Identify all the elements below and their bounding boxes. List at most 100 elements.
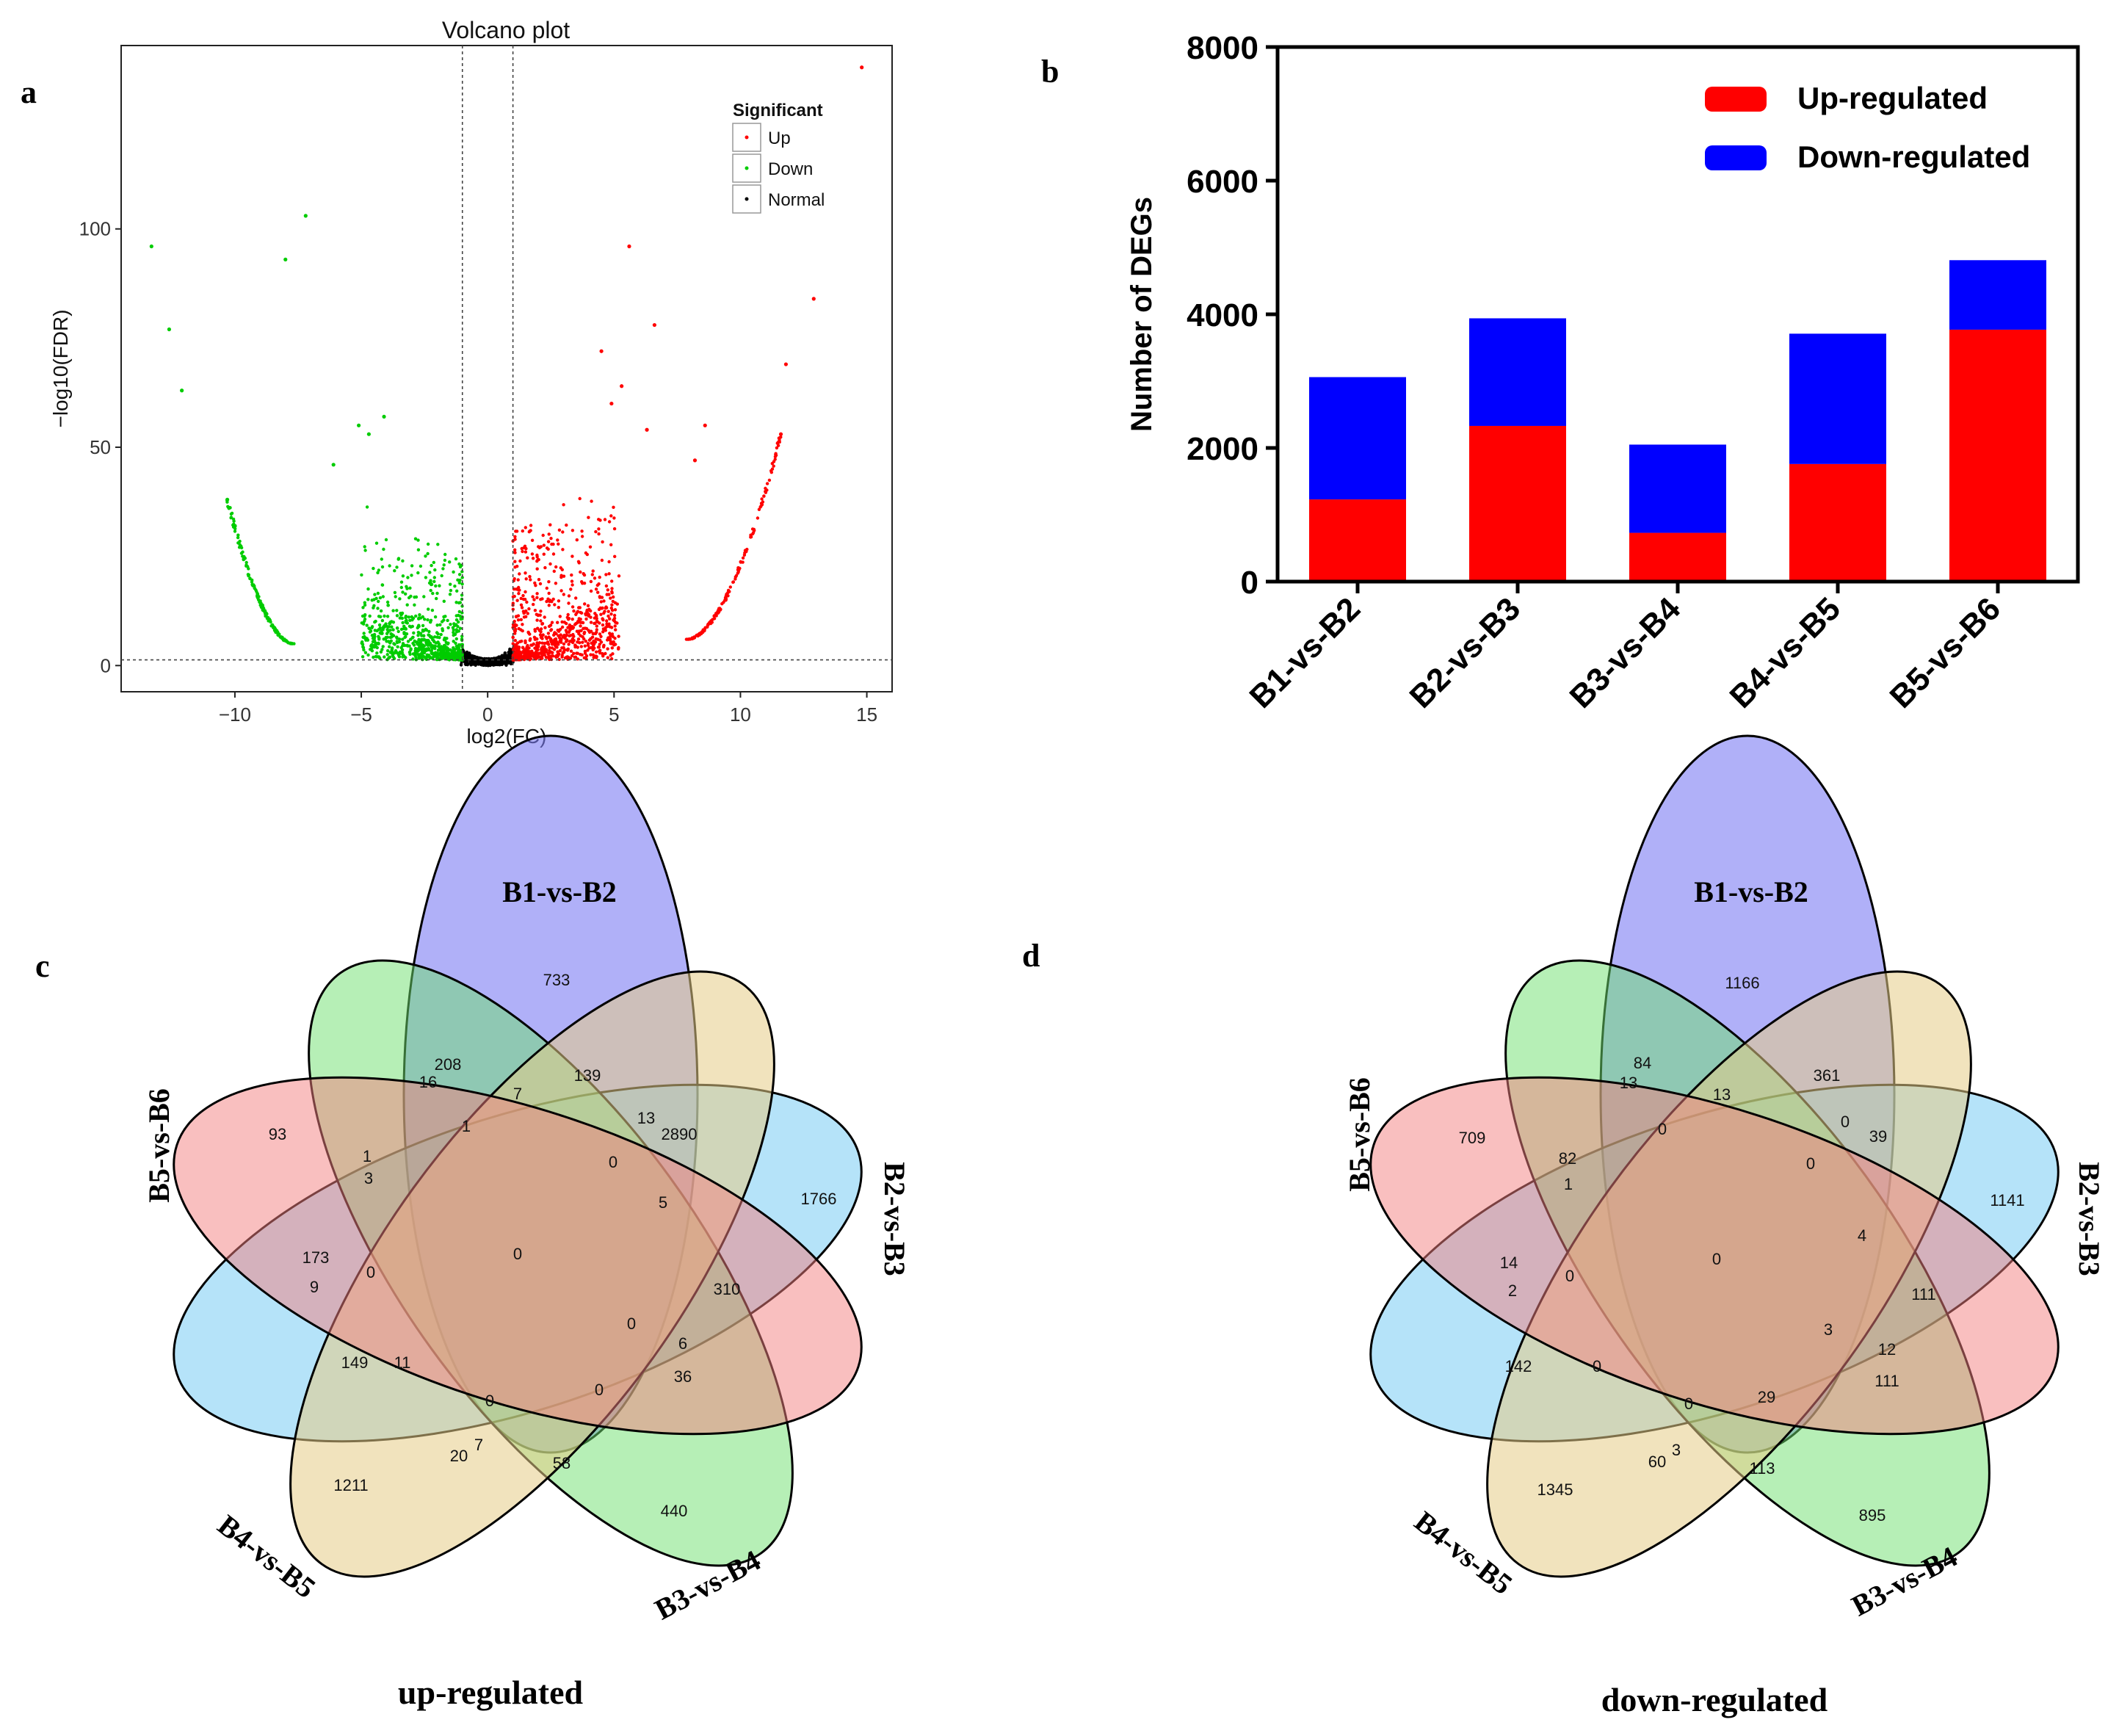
volcano-point xyxy=(542,552,546,556)
volcano-x-tick-label: 15 xyxy=(856,704,877,726)
volcano-point xyxy=(380,618,385,623)
volcano-point xyxy=(508,655,512,659)
volcano-point xyxy=(438,584,441,587)
volcano-point xyxy=(531,595,535,598)
volcano-point xyxy=(384,538,388,542)
volcano-point-up xyxy=(811,297,816,301)
venn-count: 113 xyxy=(1749,1459,1775,1478)
venn-count: 0 xyxy=(1565,1267,1574,1285)
volcano-point xyxy=(584,617,588,621)
venn-count: 84 xyxy=(1634,1054,1651,1072)
volcano-point xyxy=(535,618,539,622)
volcano-point xyxy=(592,640,595,643)
volcano-point xyxy=(583,602,587,606)
volcano-point xyxy=(543,645,546,649)
venn-count: 3 xyxy=(1672,1441,1681,1459)
venn-up-title: up-regulated xyxy=(398,1674,584,1711)
volcano-point xyxy=(438,623,442,626)
volcano-point xyxy=(529,524,533,527)
volcano-point xyxy=(612,643,616,647)
volcano-point xyxy=(603,518,607,521)
volcano-x-tick-label: 10 xyxy=(730,704,751,726)
volcano-point xyxy=(591,632,595,636)
volcano-point xyxy=(724,595,728,598)
venn-up-label-b2-vs-b3: B2-vs-B3 xyxy=(878,1162,911,1276)
volcano-point xyxy=(413,639,416,643)
volcano-point xyxy=(245,560,248,565)
volcano-point xyxy=(533,637,537,641)
legend-key-up-dot xyxy=(745,135,749,140)
volcano-point xyxy=(608,625,612,629)
volcano-point xyxy=(435,623,439,627)
volcano-point xyxy=(433,647,437,651)
volcano-point xyxy=(412,631,416,635)
volcano-point xyxy=(417,624,421,629)
volcano-point xyxy=(588,545,593,549)
volcano-point xyxy=(361,606,365,610)
volcano-point xyxy=(421,654,426,659)
volcano-point xyxy=(433,568,437,572)
volcano-point xyxy=(501,655,505,659)
volcano-point xyxy=(604,629,607,632)
volcano-point xyxy=(607,593,611,596)
volcano-point xyxy=(454,628,458,632)
volcano-point xyxy=(406,576,410,579)
volcano-point xyxy=(757,507,761,511)
volcano-point xyxy=(734,577,737,581)
volcano-point xyxy=(518,559,522,563)
volcano-point xyxy=(385,653,389,657)
volcano-point xyxy=(363,601,366,604)
volcano-point-up xyxy=(860,65,864,70)
volcano-point xyxy=(401,574,405,578)
volcano-point xyxy=(426,618,430,622)
volcano-point xyxy=(559,627,562,632)
volcano-point xyxy=(374,541,379,545)
volcano-point xyxy=(607,520,612,524)
volcano-point xyxy=(553,631,557,635)
volcano-point xyxy=(395,614,399,618)
volcano-point xyxy=(617,574,621,578)
bar-y-tick-label: 0 xyxy=(1241,565,1258,601)
venn-count: 13 xyxy=(1713,1085,1731,1104)
volcano-point xyxy=(598,632,602,636)
volcano-point xyxy=(548,654,552,659)
volcano-point xyxy=(614,628,617,632)
volcano-point xyxy=(388,564,391,568)
venn-down-label-b2-vs-b3: B2-vs-B3 xyxy=(2073,1162,2106,1276)
volcano-point xyxy=(465,654,469,657)
volcano-point xyxy=(386,604,390,607)
volcano-point xyxy=(411,616,416,621)
volcano-point xyxy=(731,580,736,584)
volcano-point xyxy=(378,631,382,635)
volcano-point xyxy=(542,543,546,547)
volcano-point xyxy=(404,656,408,659)
volcano-point xyxy=(433,615,438,619)
volcano-point xyxy=(476,661,479,665)
volcano-point xyxy=(410,564,414,568)
volcano-point xyxy=(537,643,540,647)
venn-down-label-b5-vs-b6: B5-vs-B6 xyxy=(1343,1077,1376,1192)
volcano-point xyxy=(385,635,390,639)
volcano-point-up xyxy=(703,423,707,427)
volcano-point xyxy=(546,652,550,657)
volcano-point xyxy=(386,640,391,643)
volcano-point xyxy=(513,632,517,635)
volcano-point xyxy=(386,630,390,634)
volcano-point xyxy=(714,612,718,615)
venn-up-ellipses xyxy=(173,734,863,1578)
volcano-point xyxy=(526,643,529,648)
volcano-point xyxy=(363,613,367,617)
volcano-point xyxy=(236,533,240,537)
volcano-point xyxy=(468,651,471,655)
volcano-point xyxy=(450,655,454,659)
volcano-point xyxy=(570,573,573,577)
volcano-point xyxy=(457,581,461,585)
volcano-point xyxy=(570,625,574,629)
venn-count: 111 xyxy=(1875,1372,1899,1390)
volcano-point xyxy=(424,655,428,659)
volcano-point xyxy=(582,572,585,576)
volcano-point xyxy=(383,655,386,659)
volcano-point xyxy=(533,629,537,633)
bar-y-tick-label: 4000 xyxy=(1187,297,1258,333)
volcano-point xyxy=(417,653,421,657)
